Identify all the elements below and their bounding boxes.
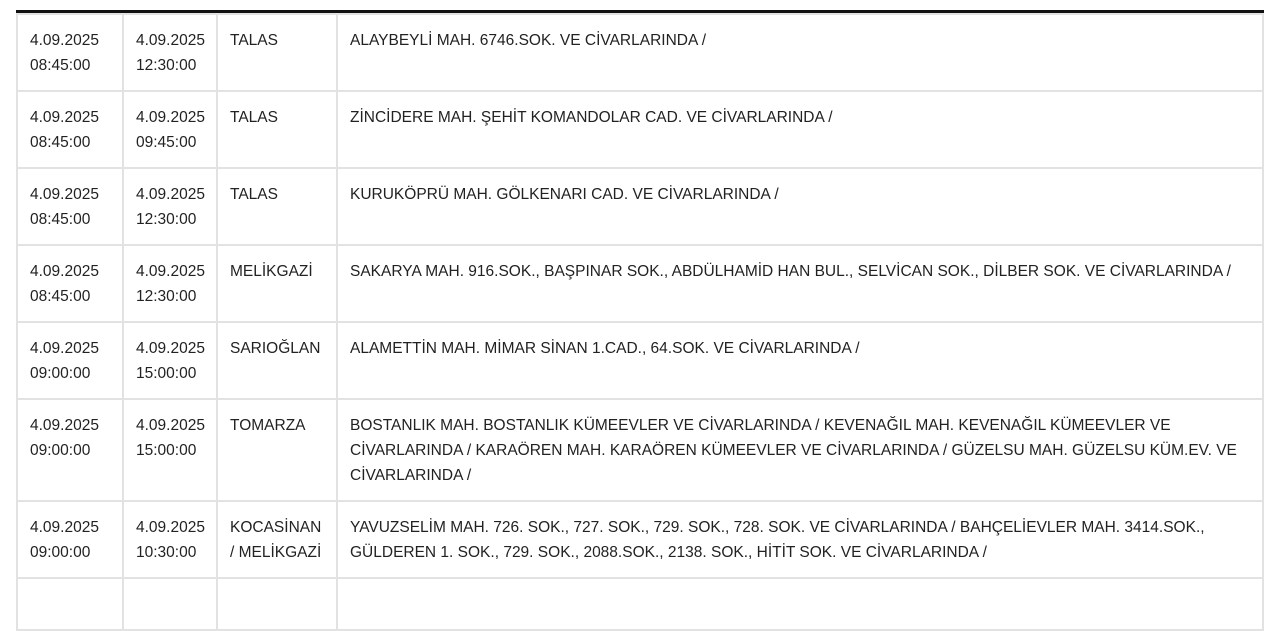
start-cell: 4.09.2025 08:45:00: [16, 13, 124, 92]
start-cell: 4.09.2025 09:00:00: [16, 321, 124, 400]
end-time: 12:30:00: [136, 57, 197, 74]
end-time: 12:30:00: [136, 288, 197, 305]
area-cell: SAKARYA MAH. 916.SOK., BAŞPINAR SOK., AB…: [336, 244, 1264, 323]
empty-cell: [16, 577, 124, 631]
empty-cell: [122, 577, 218, 631]
start-cell: 4.09.2025 09:00:00: [16, 500, 124, 579]
start-time: 09:00:00: [30, 365, 91, 382]
end-date: 4.09.2025: [136, 417, 205, 434]
area-cell: YAVUZSELİM MAH. 726. SOK., 727. SOK., 72…: [336, 500, 1264, 579]
end-cell: 4.09.2025 12:30:00: [122, 244, 218, 323]
start-cell: 4.09.2025 08:45:00: [16, 90, 124, 169]
start-time: 08:45:00: [30, 211, 91, 228]
district-cell: TALAS: [216, 13, 338, 92]
start-cell: 4.09.2025 08:45:00: [16, 244, 124, 323]
start-date: 4.09.2025: [30, 417, 99, 434]
end-time: 15:00:00: [136, 365, 197, 382]
district-cell: MELİKGAZİ: [216, 244, 338, 323]
end-time: 12:30:00: [136, 211, 197, 228]
start-date: 4.09.2025: [30, 340, 99, 357]
district-cell: KOCASİNAN / MELİKGAZİ: [216, 500, 338, 579]
end-date: 4.09.2025: [136, 519, 205, 536]
end-date: 4.09.2025: [136, 32, 205, 49]
start-date: 4.09.2025: [30, 519, 99, 536]
outage-table: 4.09.2025 08:45:00 4.09.2025 12:30:00 TALA…: [16, 10, 1264, 631]
start-date: 4.09.2025: [30, 109, 99, 126]
table-row: [16, 577, 1264, 631]
start-time: 09:00:00: [30, 442, 91, 459]
district-cell: TALAS: [216, 167, 338, 246]
area-cell: ALAMETTİN MAH. MİMAR SİNAN 1.CAD., 64.SO…: [336, 321, 1264, 400]
start-time: 09:00:00: [30, 544, 91, 561]
end-cell: 4.09.2025 09:45:00: [122, 90, 218, 169]
end-cell: 4.09.2025 10:30:00: [122, 500, 218, 579]
start-time: 08:45:00: [30, 288, 91, 305]
district-cell: TOMARZA: [216, 398, 338, 502]
end-cell: 4.09.2025 12:30:00: [122, 167, 218, 246]
start-time: 08:45:00: [30, 57, 91, 74]
table-row: 4.09.2025 09:00:00 4.09.2025 10:30:00 KOCA…: [16, 500, 1264, 579]
start-cell: 4.09.2025 08:45:00: [16, 167, 124, 246]
table-row: 4.09.2025 08:45:00 4.09.2025 12:30:00 MELİ…: [16, 244, 1264, 323]
end-time: 09:45:00: [136, 134, 197, 151]
end-time: 15:00:00: [136, 442, 197, 459]
end-date: 4.09.2025: [136, 186, 205, 203]
table-row: 4.09.2025 08:45:00 4.09.2025 12:30:00 TALA…: [16, 167, 1264, 246]
area-cell: KURUKÖPRÜ MAH. GÖLKENARI CAD. VE CİVARLA…: [336, 167, 1264, 246]
start-date: 4.09.2025: [30, 32, 99, 49]
end-date: 4.09.2025: [136, 340, 205, 357]
start-time: 08:45:00: [30, 134, 91, 151]
end-date: 4.09.2025: [136, 109, 205, 126]
start-cell: 4.09.2025 09:00:00: [16, 398, 124, 502]
district-cell: TALAS: [216, 90, 338, 169]
table-row: 4.09.2025 08:45:00 4.09.2025 12:30:00 TALA…: [16, 13, 1264, 92]
area-cell: BOSTANLIK MAH. BOSTANLIK KÜMEEVLER VE Cİ…: [336, 398, 1264, 502]
start-date: 4.09.2025: [30, 263, 99, 280]
start-date: 4.09.2025: [30, 186, 99, 203]
area-cell: ZİNCİDERE MAH. ŞEHİT KOMANDOLAR CAD. VE …: [336, 90, 1264, 169]
table-row: 4.09.2025 09:00:00 4.09.2025 15:00:00 TOMA…: [16, 398, 1264, 502]
end-cell: 4.09.2025 12:30:00: [122, 13, 218, 92]
end-date: 4.09.2025: [136, 263, 205, 280]
empty-cell: [336, 577, 1264, 631]
empty-cell: [216, 577, 338, 631]
table-row: 4.09.2025 09:00:00 4.09.2025 15:00:00 SARI…: [16, 321, 1264, 400]
area-cell: ALAYBEYLİ MAH. 6746.SOK. VE CİVARLARINDA…: [336, 13, 1264, 92]
table-row: 4.09.2025 08:45:00 4.09.2025 09:45:00 TALA…: [16, 90, 1264, 169]
end-cell: 4.09.2025 15:00:00: [122, 321, 218, 400]
end-cell: 4.09.2025 15:00:00: [122, 398, 218, 502]
end-time: 10:30:00: [136, 544, 197, 561]
district-cell: SARIOĞLAN: [216, 321, 338, 400]
